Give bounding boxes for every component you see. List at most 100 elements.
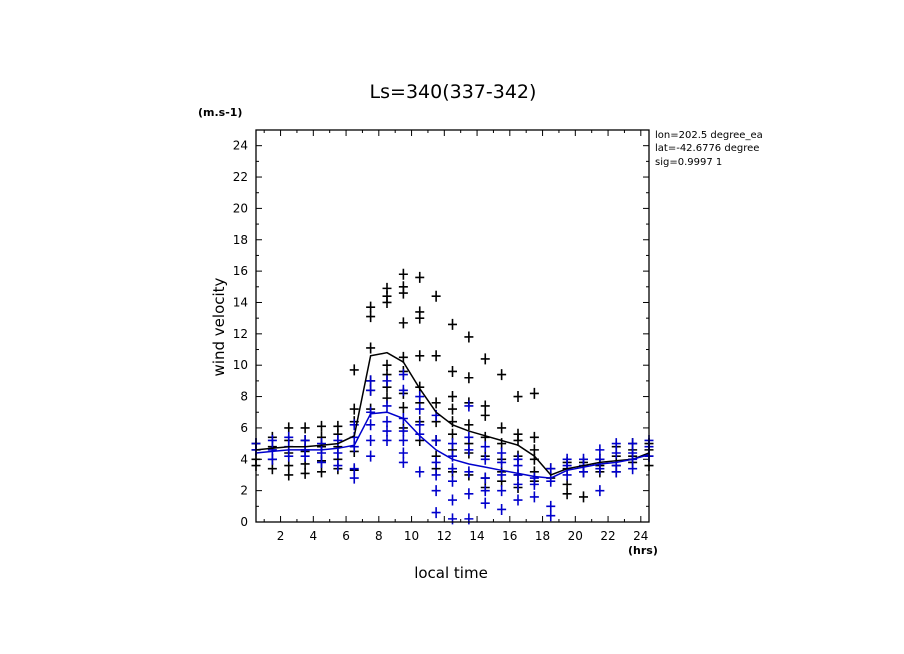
data-point-black [284, 469, 294, 481]
mean-line-black [255, 351, 650, 476]
data-point-blue [480, 497, 490, 509]
x-tick-label: 22 [600, 529, 615, 543]
y-axis-label: wind velocity [210, 277, 228, 376]
data-point-blue [349, 472, 359, 484]
data-point-black [317, 420, 326, 432]
annotation-lon: lon=202.5 degree_ea [655, 130, 763, 141]
data-point-black [267, 463, 277, 475]
data-point-blue [267, 444, 277, 456]
plot-frame [255, 129, 650, 523]
x-tick-label: 18 [535, 529, 550, 543]
chart-title: Ls=340(337-342) [370, 81, 537, 103]
x-tick-label: 16 [502, 529, 517, 543]
data-point-blue [382, 400, 392, 412]
y-tick-label: 10 [233, 358, 248, 372]
data-point-blue [431, 507, 441, 519]
data-point-black [513, 428, 523, 440]
data-point-blue [513, 478, 523, 490]
y-tick-label: 20 [233, 201, 248, 215]
data-point-black [497, 422, 507, 434]
data-point-blue [497, 485, 507, 497]
data-point-blue [464, 466, 474, 478]
data-point-blue [579, 453, 588, 465]
data-point-blue [382, 416, 392, 428]
y-tick-label: 22 [233, 170, 248, 184]
data-point-blue [284, 431, 294, 443]
data-point-blue [595, 444, 605, 456]
data-point-blue [333, 460, 343, 472]
data-point-blue [366, 450, 376, 462]
data-point-blue [317, 456, 326, 468]
data-point-blue [317, 438, 326, 450]
x-tick-label: 14 [469, 529, 484, 543]
data-point-blue [431, 434, 441, 446]
mean-line-blue [255, 411, 650, 479]
data-point-blue [366, 375, 376, 387]
data-point-blue [497, 503, 507, 515]
data-point-black [448, 365, 457, 377]
data-point-black [349, 403, 359, 415]
y-tick-label: 24 [233, 139, 248, 153]
data-point-blue [284, 450, 294, 462]
data-point-blue [366, 384, 376, 396]
data-point-black [415, 381, 425, 393]
data-point-blue [529, 491, 539, 503]
data-point-black [415, 350, 425, 362]
data-point-black [366, 301, 376, 313]
data-point-black [431, 397, 441, 409]
y-tick-label: 8 [240, 390, 248, 404]
data-point-blue [611, 447, 621, 459]
x-tick-label: 2 [277, 529, 285, 543]
data-point-blue [480, 472, 490, 484]
data-point-black [398, 281, 408, 293]
data-point-blue [448, 438, 457, 450]
data-point-blue [448, 475, 457, 487]
data-point-blue [480, 441, 490, 453]
y-tick-label: 0 [240, 515, 248, 529]
data-point-blue [267, 434, 277, 446]
data-point-blue [366, 406, 376, 418]
data-point-black [480, 400, 490, 412]
data-point-blue [464, 431, 474, 443]
data-point-black [562, 488, 572, 500]
data-point-blue [628, 463, 638, 475]
data-point-black [579, 491, 588, 503]
data-point-blue [464, 400, 474, 412]
x-unit-label: (hrs) [628, 544, 658, 557]
data-point-blue [464, 513, 474, 525]
data-point-black [497, 369, 507, 381]
data-point-black [366, 311, 376, 323]
data-point-blue [513, 453, 523, 465]
data-point-blue [398, 434, 408, 446]
data-point-blue [398, 447, 408, 459]
data-point-blue [448, 513, 457, 525]
y-tick-label: 12 [233, 327, 248, 341]
y-tick-label: 14 [233, 295, 248, 309]
y-tick-label: 18 [233, 233, 248, 247]
data-point-blue [562, 453, 572, 465]
data-point-blue [415, 391, 425, 403]
data-point-blue [546, 510, 556, 522]
data-point-black [382, 359, 392, 371]
data-point-blue [628, 438, 638, 450]
data-point-black [448, 403, 457, 415]
data-point-blue [513, 494, 523, 506]
x-tick-label: 8 [375, 529, 383, 543]
data-point-blue [497, 469, 507, 481]
x-tick-label: 4 [309, 529, 317, 543]
annotation-sig: sig=0.9997 1 [655, 157, 722, 168]
x-tick-label: 10 [404, 529, 419, 543]
data-point-black [529, 387, 539, 399]
data-point-blue [349, 463, 359, 475]
data-point-blue [398, 384, 408, 396]
data-point-blue [415, 419, 425, 431]
annotation-clip [780, 125, 904, 175]
data-point-blue [415, 403, 425, 415]
data-point-blue [366, 434, 376, 446]
x-axis-label: local time [414, 564, 488, 582]
data-point-black [398, 351, 408, 363]
data-point-black [480, 353, 490, 365]
data-point-black [366, 342, 376, 354]
